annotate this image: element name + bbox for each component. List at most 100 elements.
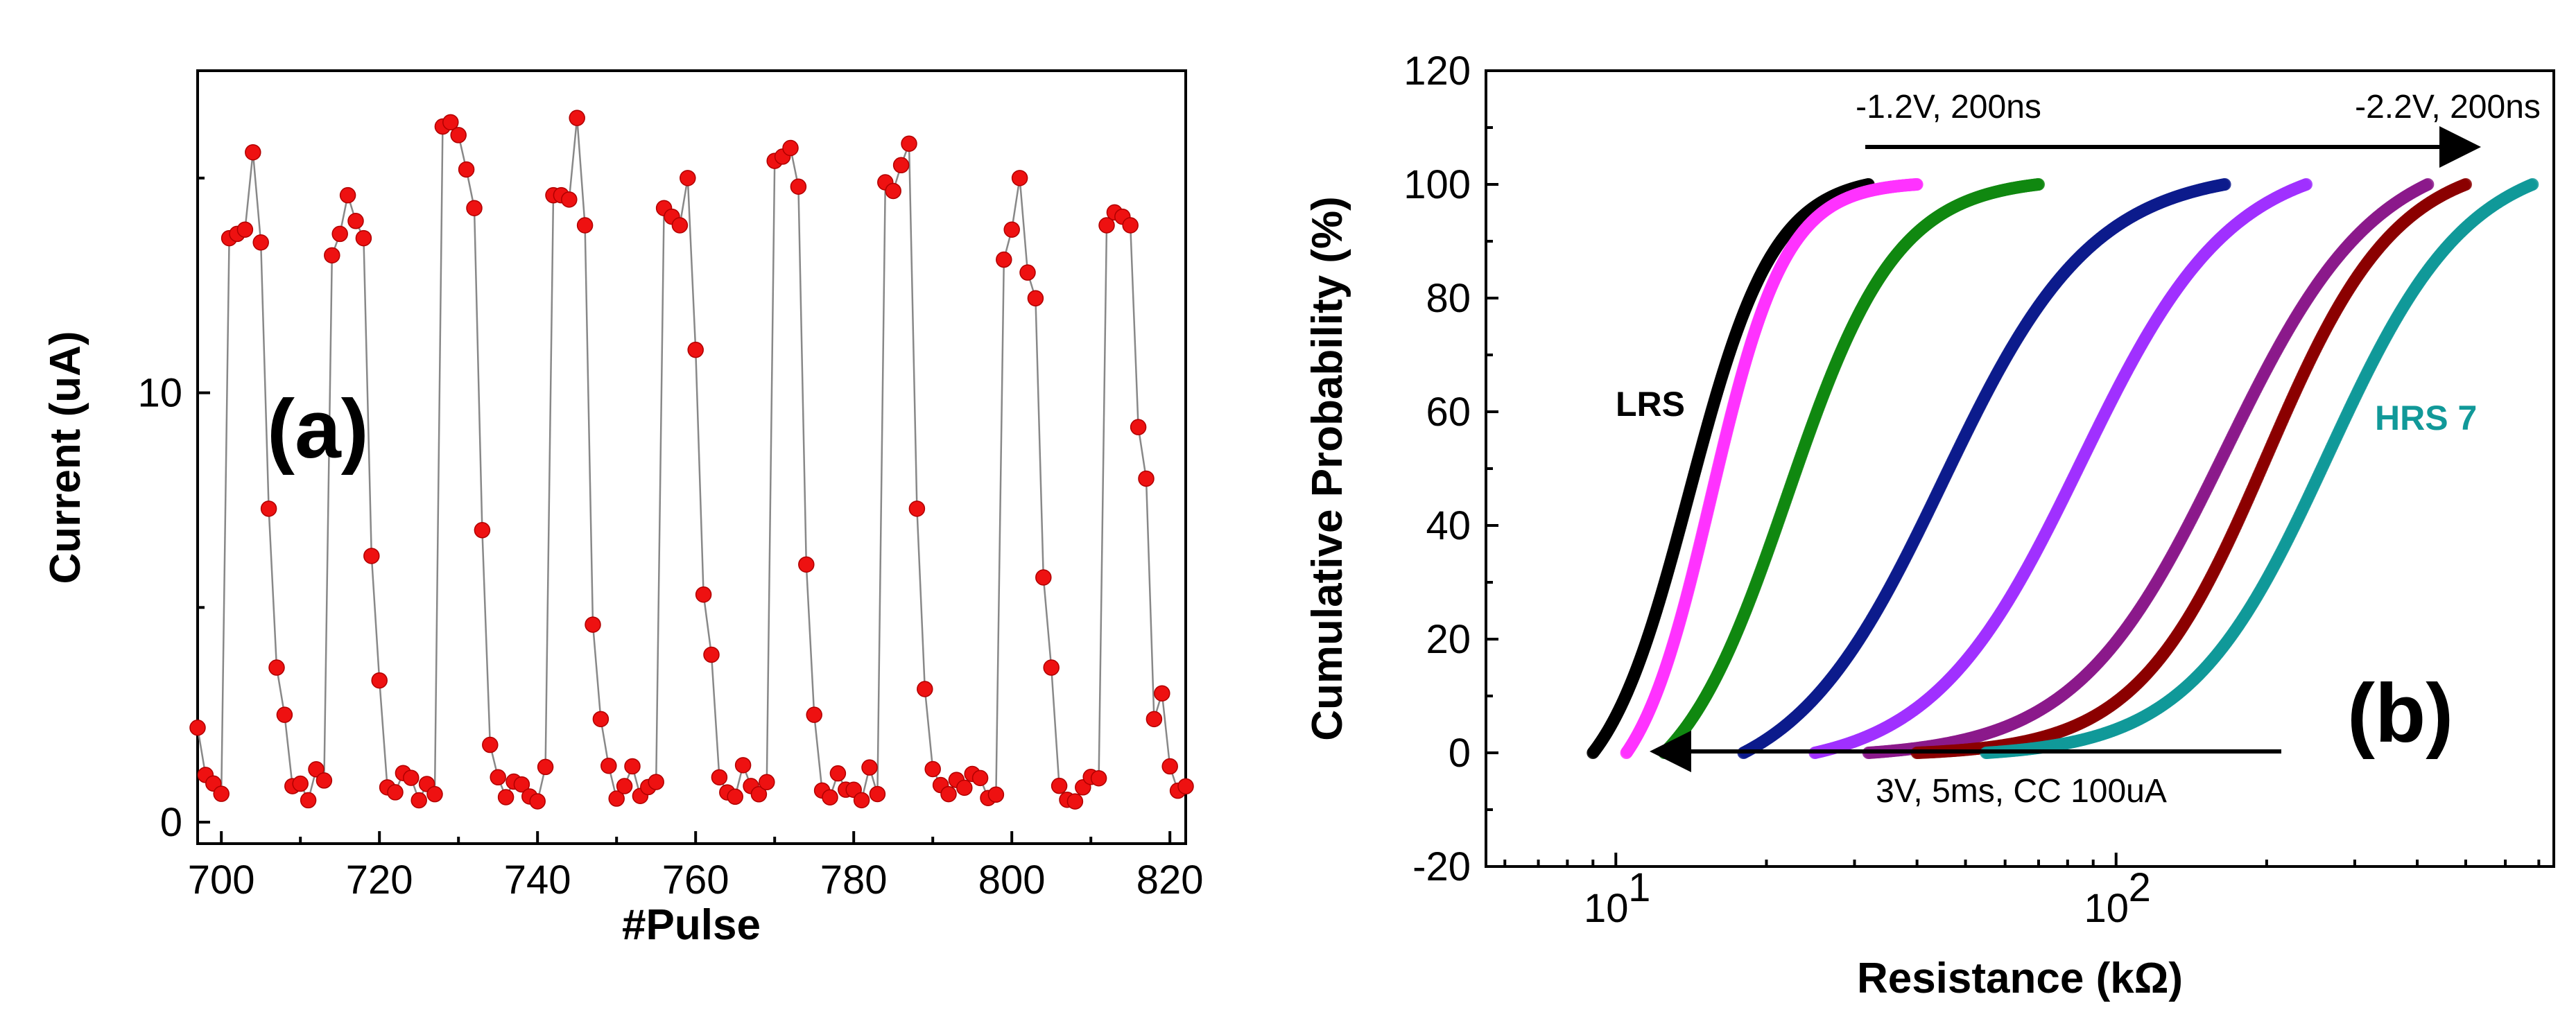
chart-a-point <box>403 769 420 786</box>
chart-a-point <box>474 522 491 539</box>
chart-a-point <box>901 135 917 153</box>
chart-a-point <box>987 786 1005 803</box>
chart-a-point <box>276 706 293 723</box>
chart-b-ytick-label: 100 <box>1403 162 1471 207</box>
chart-a-point <box>1043 659 1060 676</box>
chart-a-point <box>624 758 641 775</box>
chart-a-ytick-label: 0 <box>160 800 182 845</box>
chart-a-point <box>1090 769 1107 787</box>
chart-a-point <box>213 785 230 802</box>
chart-a-xtick-label: 700 <box>188 857 255 903</box>
chart-b-xtick-exponent: 1 <box>1628 865 1650 910</box>
chart-a-point <box>711 769 728 786</box>
chart-a-point <box>537 758 554 776</box>
chart-a-point <box>1003 221 1020 238</box>
chart-a-point <box>1027 290 1044 307</box>
chart-a-xtick-label: 780 <box>820 857 888 903</box>
chart-a-point <box>1177 778 1194 795</box>
chart-b-ytick-label: 60 <box>1426 390 1471 435</box>
chart-a-point <box>885 182 901 200</box>
chart-a-point <box>759 774 775 791</box>
chart-a-point <box>513 776 530 793</box>
chart-a-point <box>908 500 926 517</box>
chart-a-ticks: 700 720 740 760 780 800 820 0 10 <box>137 176 1204 903</box>
chart-a-point <box>458 161 475 178</box>
chart-a-point <box>355 229 372 247</box>
chart-a-point <box>1019 264 1036 281</box>
chart-a-xtick-label: 800 <box>978 857 1046 903</box>
chart-a-point <box>529 793 546 810</box>
chart-a-point <box>829 765 847 782</box>
chart-a-point <box>822 789 838 806</box>
chart-a-xlabel: #Pulse <box>622 901 761 949</box>
chart-a-point <box>1035 569 1052 586</box>
chart-b-point <box>2300 178 2313 191</box>
chart-a-point <box>236 221 254 238</box>
chart-b-ytick-label: 20 <box>1426 617 1471 662</box>
set-label-right: -2.2V, 200ns <box>2355 89 2541 125</box>
chart-a-point <box>1098 217 1115 234</box>
chart-a-point <box>869 785 886 803</box>
chart-a-point <box>308 761 325 778</box>
chart-a-point <box>347 213 364 229</box>
chart-a-point <box>734 757 752 774</box>
chart-a-point <box>260 500 277 517</box>
chart-b-ytick-label: 40 <box>1426 503 1471 548</box>
chart-a-point <box>450 127 467 143</box>
chart-b-point <box>1910 178 1924 191</box>
hrs-label: HRS 7 <box>2375 399 2477 437</box>
chart-a-point <box>490 769 506 786</box>
chart-b-point <box>2459 178 2472 191</box>
chart-b-xlabel: Resistance (kΩ) <box>1857 955 2183 1002</box>
chart-a-point <box>1011 170 1028 186</box>
chart-a-point <box>569 110 585 126</box>
chart-a-point <box>687 341 704 358</box>
chart-a-point <box>971 769 989 787</box>
chart-b-series <box>1658 178 2045 759</box>
chart-b-panel-label: (b) <box>2347 667 2453 760</box>
chart-a-point <box>300 792 317 809</box>
chart-a-point <box>1161 758 1178 775</box>
chart-a-point <box>608 790 625 807</box>
chart-a-point <box>956 779 973 796</box>
chart-a-point <box>315 772 333 789</box>
chart-a-xtick-label: 820 <box>1136 857 1204 903</box>
lrs-label: LRS <box>1616 385 1685 424</box>
chart-a-ytick-label: 10 <box>137 371 182 416</box>
chart-a-xtick-label: 720 <box>346 857 413 903</box>
chart-a-point <box>561 191 578 208</box>
chart-b-xtick-exponent: 2 <box>2129 865 2151 910</box>
chart-a-point <box>1146 711 1163 728</box>
chart-a-point <box>442 114 459 131</box>
chart-a-point <box>680 170 696 186</box>
chart-a-point <box>371 672 388 689</box>
chart-a-point <box>924 760 941 778</box>
chart-b-xtick-label: 10 <box>1584 886 1629 931</box>
chart-a-point <box>592 711 610 728</box>
chart-a-point <box>750 786 768 803</box>
chart-a-point <box>616 778 633 794</box>
chart-a-point <box>853 792 870 809</box>
chart-b-xtick-label: 10 <box>2084 886 2129 931</box>
chart-a-point <box>576 217 594 234</box>
chart-a-point <box>324 247 340 264</box>
chart-a-point <box>426 785 443 803</box>
chart-b-point <box>2421 178 2435 191</box>
chart-b-point <box>2032 178 2045 191</box>
chart-a-point <box>268 659 285 676</box>
chart-b-series <box>1620 178 1924 759</box>
chart-b-point <box>2526 178 2539 191</box>
chart-a-point <box>782 139 799 157</box>
chart-a-point <box>695 586 712 603</box>
chart-a-point <box>861 759 878 776</box>
chart-a-point <box>1154 685 1170 702</box>
chart-a-ylabel: Current (uA) <box>42 331 89 584</box>
chart-a-point <box>252 234 269 251</box>
chart-a-point <box>790 178 807 195</box>
chart-a-point <box>189 720 206 736</box>
chart-a-point <box>917 681 933 697</box>
chart-a-point <box>727 788 743 806</box>
reset-label: 3V, 5ms, CC 100uA <box>1876 773 2167 810</box>
chart-a-point <box>466 200 483 216</box>
